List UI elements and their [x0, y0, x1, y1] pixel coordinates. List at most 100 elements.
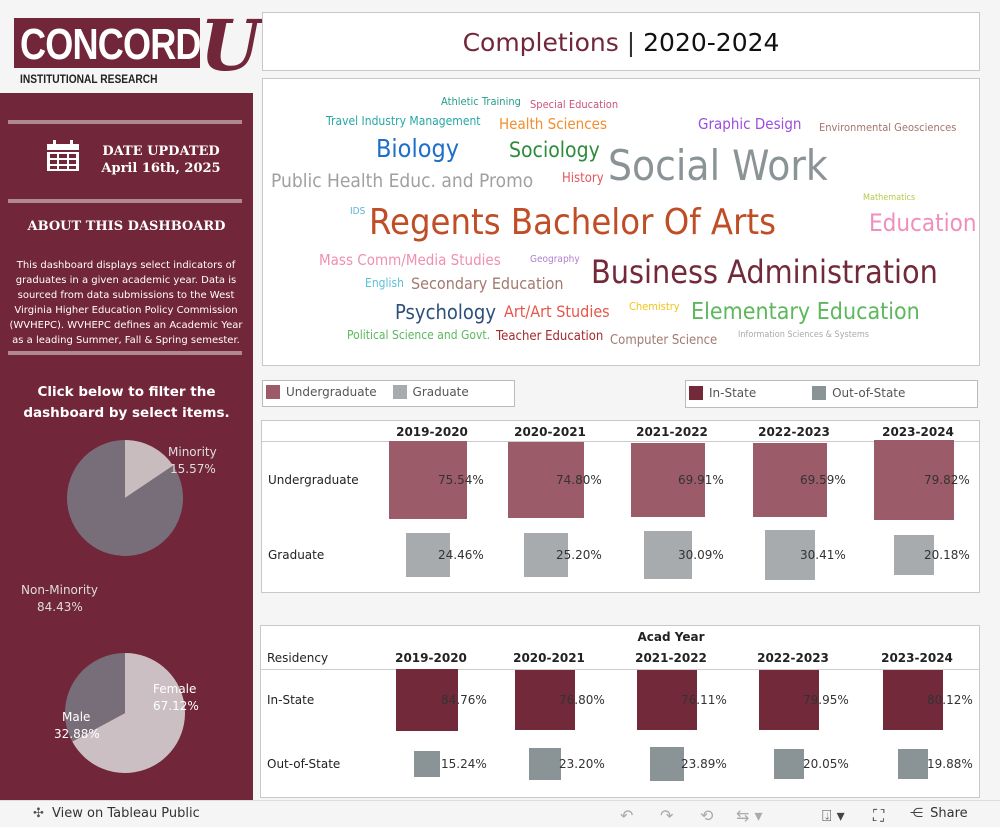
- value-square[interactable]: [507, 441, 585, 519]
- value-square[interactable]: [882, 669, 944, 731]
- word-cloud-item[interactable]: Graphic Design: [698, 115, 802, 133]
- female-value: 67.12%: [153, 699, 199, 713]
- value-square[interactable]: [523, 532, 569, 578]
- gender-pie[interactable]: [58, 646, 192, 780]
- date-title: DATE UPDATED: [102, 144, 220, 159]
- word-cloud-item[interactable]: Special Education: [530, 98, 619, 111]
- legend-item-undergraduate[interactable]: Undergraduate: [266, 385, 377, 399]
- word-cloud-item[interactable]: Political Science and Govt.: [347, 328, 491, 342]
- non-minority-label: Non-Minority: [21, 583, 98, 597]
- word-cloud-item[interactable]: Information Sciences & Systems: [738, 330, 869, 340]
- logo-subtitle: INSTITUTIONAL RESEARCH: [20, 72, 158, 86]
- word-cloud-item[interactable]: Teacher Education: [496, 329, 604, 344]
- word-cloud-item[interactable]: IDS: [350, 206, 366, 217]
- value-label: 30.09%: [678, 548, 724, 562]
- value-square[interactable]: [389, 441, 467, 519]
- male-value: 32.88%: [54, 727, 100, 741]
- share-button[interactable]: ⋲ Share: [910, 806, 968, 821]
- word-cloud-item[interactable]: Business Administration: [591, 253, 938, 291]
- column-header: 2020-2021: [514, 425, 586, 439]
- word-cloud-item[interactable]: Art/Art Studies: [504, 302, 610, 321]
- legend-item-graduate[interactable]: Graduate: [392, 385, 469, 399]
- word-cloud-item[interactable]: Geography: [530, 254, 580, 265]
- value-square[interactable]: [395, 668, 459, 732]
- value-label: 30.41%: [800, 548, 846, 562]
- value-square[interactable]: [405, 532, 450, 577]
- pie-slice-minority[interactable]: [125, 440, 174, 498]
- value-square[interactable]: [897, 748, 929, 780]
- value-square[interactable]: [413, 750, 441, 778]
- residency-legend: In-State Out-of-State: [685, 380, 978, 408]
- value-label: 24.46%: [438, 548, 484, 562]
- word-cloud-item[interactable]: Public Health Educ. and Promo: [271, 170, 534, 192]
- word-cloud-item[interactable]: Secondary Education: [411, 274, 564, 293]
- minority-value: 15.57%: [170, 462, 216, 476]
- value-label: 69.59%: [800, 473, 846, 487]
- minority-label: Minority: [168, 445, 217, 459]
- legend-item-out-of-state[interactable]: Out-of-State: [812, 386, 905, 400]
- divider: [262, 441, 979, 442]
- word-cloud-item[interactable]: Regents Bachelor Of Arts: [369, 202, 776, 243]
- value-label: 76.11%: [681, 693, 727, 707]
- undo-icon[interactable]: ↶: [620, 806, 634, 825]
- redo-icon[interactable]: ↷: [660, 806, 674, 825]
- value-label: 80.12%: [927, 693, 973, 707]
- toolbar: ✣ View on Tableau Public ↶ ↷ ⟲ ⇆ ▾ ⍗ ▾ ⛶…: [0, 800, 1000, 827]
- logo: CONCORD U INSTITUTIONAL RESEARCH: [14, 4, 261, 90]
- value-label: 20.05%: [803, 757, 849, 771]
- value-square[interactable]: [515, 670, 575, 730]
- word-cloud-item[interactable]: Education: [869, 209, 977, 237]
- value-square[interactable]: [650, 747, 684, 781]
- word-cloud-item[interactable]: Elementary Education: [691, 299, 920, 325]
- divider: [261, 669, 979, 670]
- word-cloud-item[interactable]: Biology: [376, 134, 460, 163]
- value-square[interactable]: [874, 440, 954, 520]
- value-square[interactable]: [643, 530, 693, 580]
- word-cloud-item[interactable]: Social Work: [608, 141, 828, 190]
- pie-slice-female[interactable]: [72, 653, 186, 773]
- value-square[interactable]: [894, 535, 934, 575]
- female-label: Female: [153, 682, 197, 696]
- word-cloud-item[interactable]: Mass Comm/Media Studies: [319, 251, 501, 269]
- value-square[interactable]: [630, 442, 706, 518]
- value-square[interactable]: [773, 748, 805, 780]
- row-label: Graduate: [268, 548, 325, 562]
- view-on-tableau-button[interactable]: ✣ View on Tableau Public: [33, 806, 200, 821]
- male-label: Male: [62, 710, 91, 724]
- word-cloud-item[interactable]: Travel Industry Management: [326, 114, 481, 128]
- value-square[interactable]: [765, 530, 815, 580]
- word-cloud-item[interactable]: English: [365, 276, 405, 290]
- word-cloud-item[interactable]: Environmental Geosciences: [819, 121, 957, 134]
- tableau-icon: ✣: [33, 806, 44, 821]
- word-cloud-item[interactable]: Chemistry: [629, 300, 680, 313]
- legend-item-in-state[interactable]: In-State: [689, 386, 756, 400]
- word-cloud-item[interactable]: Sociology: [509, 138, 600, 162]
- value-square[interactable]: [758, 669, 820, 731]
- column-header: 2021-2022: [635, 651, 707, 665]
- word-cloud-item[interactable]: Athletic Training: [441, 95, 521, 108]
- word-cloud-item[interactable]: Mathematics: [863, 193, 916, 203]
- title-separator: |: [626, 28, 636, 57]
- pie-slice-non-minority[interactable]: [66, 440, 183, 556]
- download-icon[interactable]: ⍗ ▾: [822, 806, 845, 825]
- title-years: 2020-2024: [643, 28, 780, 57]
- value-square[interactable]: [637, 670, 697, 730]
- value-label: 23.89%: [681, 757, 727, 771]
- word-cloud-item[interactable]: Psychology: [395, 300, 496, 324]
- word-cloud-item[interactable]: Health Sciences: [499, 115, 607, 133]
- word-cloud-item[interactable]: Computer Science: [610, 333, 718, 348]
- word-cloud-item[interactable]: History: [562, 171, 604, 186]
- refresh-icon[interactable]: ⇆ ▾: [736, 806, 763, 825]
- column-header: 2019-2020: [396, 425, 468, 439]
- pie-slice-male[interactable]: [64, 653, 125, 742]
- value-square[interactable]: [528, 747, 562, 781]
- row-label: In-State: [267, 693, 315, 707]
- fullscreen-icon[interactable]: ⛶: [873, 806, 885, 825]
- value-label: 15.24%: [441, 757, 487, 771]
- column-group-title: Acad Year: [637, 630, 705, 644]
- revert-icon[interactable]: ⟲: [700, 806, 714, 825]
- value-label: 76.80%: [559, 693, 605, 707]
- value-square[interactable]: [752, 442, 828, 518]
- minority-pie[interactable]: [60, 433, 190, 563]
- value-label: 20.18%: [924, 548, 970, 562]
